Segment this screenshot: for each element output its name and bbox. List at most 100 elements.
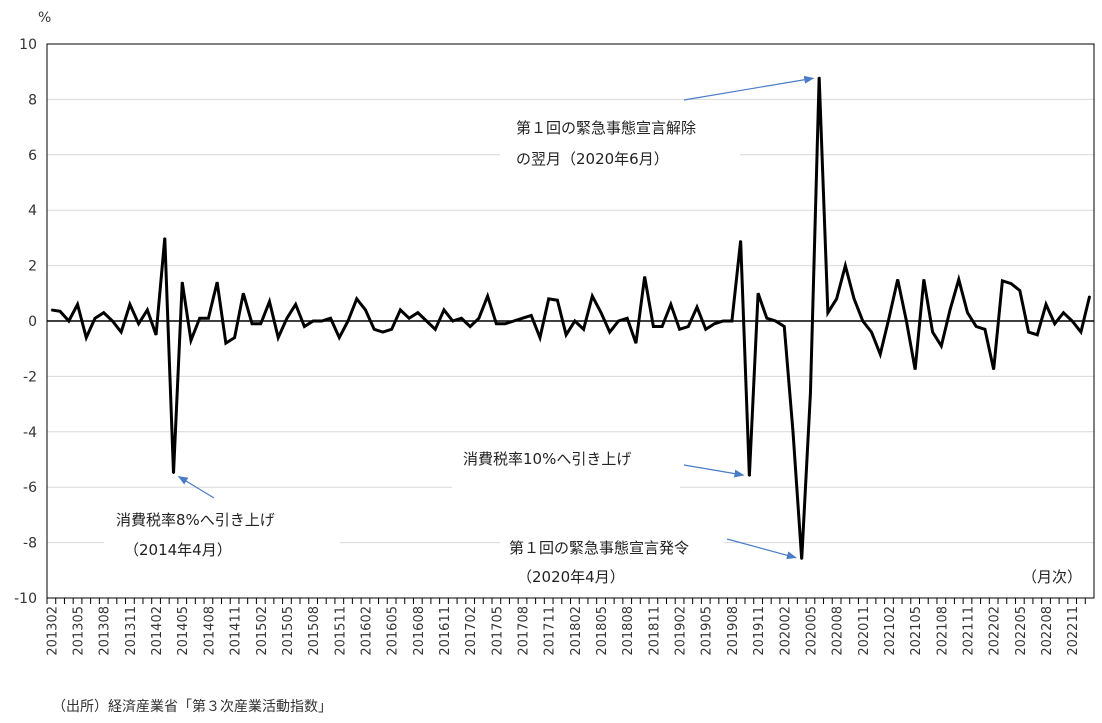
data-point [801, 558, 803, 560]
y-tick-label: 0 [28, 314, 37, 330]
data-point [748, 475, 750, 477]
data-point [548, 298, 550, 300]
annotation: 消費税率10%へ引き上げ [452, 441, 745, 489]
annotation-text: 消費税率10%へ引き上げ [463, 450, 631, 468]
x-tick-label: 201802 [569, 606, 584, 656]
data-point [364, 309, 367, 311]
x-tick-label: 201908 [726, 606, 741, 656]
x-tick-label: 201811 [647, 606, 662, 656]
x-tick-label: 202005 [804, 606, 819, 656]
data-point [312, 320, 314, 322]
data-point [705, 328, 707, 330]
data-point [652, 325, 654, 328]
data-point [923, 278, 925, 281]
annotation-text: （2020年4月） [517, 568, 625, 586]
x-tick-label: 202111 [961, 606, 976, 656]
data-point [626, 317, 628, 319]
data-point [443, 309, 445, 311]
data-point [713, 323, 716, 325]
data-point [1027, 331, 1030, 333]
data-point [277, 337, 279, 339]
data-point [783, 325, 785, 328]
annotation-background [500, 532, 724, 587]
data-point [644, 276, 646, 278]
x-tick-label: 201308 [98, 606, 113, 656]
x-tick-label: 201808 [621, 606, 636, 656]
data-point [1062, 312, 1065, 314]
data-point [129, 303, 131, 305]
data-point [295, 303, 297, 305]
data-point [609, 331, 611, 333]
data-point [347, 320, 349, 322]
data-point [242, 292, 244, 294]
data-point [146, 309, 148, 311]
data-point [111, 320, 114, 322]
data-point [399, 309, 401, 311]
data-point [617, 320, 620, 322]
data-point [722, 320, 724, 322]
x-tick-label: 201611 [438, 606, 453, 656]
data-point [356, 298, 358, 300]
y-tick-label: -4 [23, 425, 37, 441]
data-point [888, 317, 890, 319]
data-point [853, 298, 855, 300]
x-tick-label: 201705 [490, 606, 505, 656]
x-tick-label: 201602 [359, 606, 374, 656]
data-point [818, 76, 820, 78]
data-point [740, 240, 742, 242]
data-point [600, 312, 602, 314]
data-point [338, 337, 340, 339]
x-tick-label: 202011 [857, 606, 872, 656]
data-point [382, 331, 384, 333]
data-point [452, 320, 454, 322]
data-point [862, 320, 864, 322]
data-point [216, 281, 218, 283]
annotation-text: 第１回の緊急事態宣言解除 [516, 119, 696, 137]
data-point [434, 328, 436, 330]
data-point [181, 281, 183, 283]
x-tick-label: 201805 [595, 606, 610, 656]
data-point [1045, 303, 1047, 305]
data-point [949, 309, 951, 311]
x-tick-label: 202205 [1014, 606, 1029, 656]
x-tick-label: 201702 [464, 606, 479, 656]
annotation-background [104, 504, 340, 562]
data-point [329, 317, 332, 319]
data-point [914, 368, 916, 371]
annotation-text: 消費税率8%へ引き上げ [116, 511, 275, 529]
data-point [460, 317, 463, 319]
data-point [199, 317, 201, 319]
annotation-arrow [683, 75, 815, 101]
data-point [1080, 331, 1082, 333]
data-point [530, 314, 532, 317]
data-point [1019, 289, 1021, 292]
data-point [103, 312, 105, 314]
data-point [809, 392, 812, 394]
annotation-text: （2014年4月） [124, 541, 232, 559]
data-point [251, 323, 253, 325]
data-points [50, 76, 1091, 560]
data-point [993, 368, 995, 371]
data-point [1001, 280, 1003, 282]
data-point [931, 331, 934, 333]
x-tick-label: 202002 [778, 606, 793, 656]
x-tick-label: 201311 [124, 606, 139, 656]
data-point [478, 317, 480, 319]
annotation-text: の翌月（2020年6月） [516, 150, 669, 168]
x-tick-label: 201711 [543, 606, 558, 656]
data-point [225, 342, 227, 344]
data-point [731, 320, 733, 322]
x-tick-label: 201502 [255, 606, 270, 656]
y-tick-label: -8 [23, 536, 37, 552]
annotations: 消費税率8%へ引き上げ （2014年4月） 消費税率10%へ引き上げ 第１回の緊急事態… [104, 75, 815, 587]
data-point [958, 278, 960, 281]
data-point [757, 292, 759, 294]
data-point [164, 237, 166, 239]
x-tick-label: 201411 [229, 606, 244, 656]
data-point [59, 310, 61, 312]
x-tick-label: 202105 [909, 606, 924, 656]
data-point [897, 278, 899, 281]
x-tick-label: 201911 [752, 606, 767, 656]
data-point [425, 320, 428, 322]
x-tick-label: 202108 [935, 606, 950, 656]
